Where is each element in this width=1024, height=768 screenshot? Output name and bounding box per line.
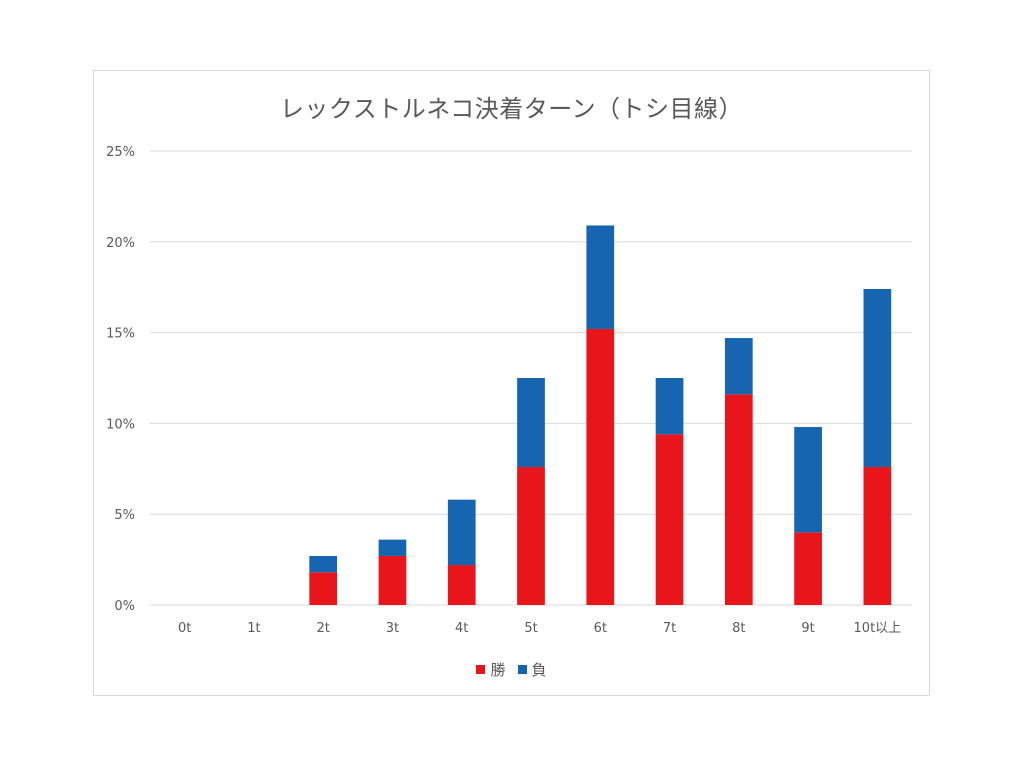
bar-win-10 xyxy=(863,466,892,605)
y-tick-label-3: 15% xyxy=(106,327,135,342)
x-tick-label-4: 4t xyxy=(455,621,468,636)
y-tick-label-5: 25% xyxy=(106,145,135,160)
bar-win-6 xyxy=(586,328,615,605)
bar-loss-8 xyxy=(724,338,753,395)
x-tick-label-6: 6t xyxy=(594,621,607,636)
legend-item-win: 勝 xyxy=(476,659,506,680)
x-tick-label-9: 9t xyxy=(801,621,814,636)
bar-loss-2 xyxy=(309,555,338,573)
bar-loss-7 xyxy=(655,378,684,435)
legend-label-loss: 負 xyxy=(531,661,547,679)
x-tick-label-10: 10t以上 xyxy=(854,621,902,636)
legend-item-loss: 負 xyxy=(517,659,547,680)
bar-loss-9 xyxy=(794,427,822,533)
bar-loss-10 xyxy=(863,289,892,467)
legend-swatch-loss xyxy=(517,665,527,674)
x-tick-label-0: 0t xyxy=(178,621,191,636)
bar-win-5 xyxy=(517,466,545,605)
bar-win-8 xyxy=(724,394,753,605)
x-tick-label-3: 3t xyxy=(386,621,399,636)
y-tick-label-4: 20% xyxy=(106,236,135,251)
bar-loss-3 xyxy=(378,539,407,556)
chart-frame: レックストルネコ決着ターン（トシ目線） 0% 5% 10% 15% 20% 25% 0t 1t… xyxy=(93,70,930,696)
bar-win-2 xyxy=(309,572,338,605)
x-tick-label-8: 8t xyxy=(732,621,745,636)
x-tick-label-7: 7t xyxy=(663,621,676,636)
x-tick-label-1: 1t xyxy=(247,621,260,636)
bar-loss-5 xyxy=(517,378,545,467)
bar-loss-6 xyxy=(586,225,615,329)
y-tick-label-2: 10% xyxy=(106,417,135,432)
bar-win-3 xyxy=(378,555,407,605)
bar-win-9 xyxy=(794,532,822,605)
legend-label-win: 勝 xyxy=(490,661,506,679)
legend-swatch-win xyxy=(476,665,486,674)
x-tick-label-5: 5t xyxy=(524,621,537,636)
legend: 勝 負 xyxy=(94,659,929,680)
y-tick-label-0: 0% xyxy=(114,599,135,614)
plot-area: 0% 5% 10% 15% 20% 25% 0t 1t 2t 3t 4t 5t 6t 7t 8t 9t 10t以… xyxy=(106,145,912,636)
bar-win-4 xyxy=(447,565,476,605)
x-tick-label-2: 2t xyxy=(316,621,329,636)
chart-title: レックストルネコ決着ターン（トシ目線） xyxy=(279,95,744,123)
bar-win-7 xyxy=(655,434,684,605)
bar-loss-4 xyxy=(447,499,476,566)
y-tick-label-1: 5% xyxy=(114,508,135,523)
